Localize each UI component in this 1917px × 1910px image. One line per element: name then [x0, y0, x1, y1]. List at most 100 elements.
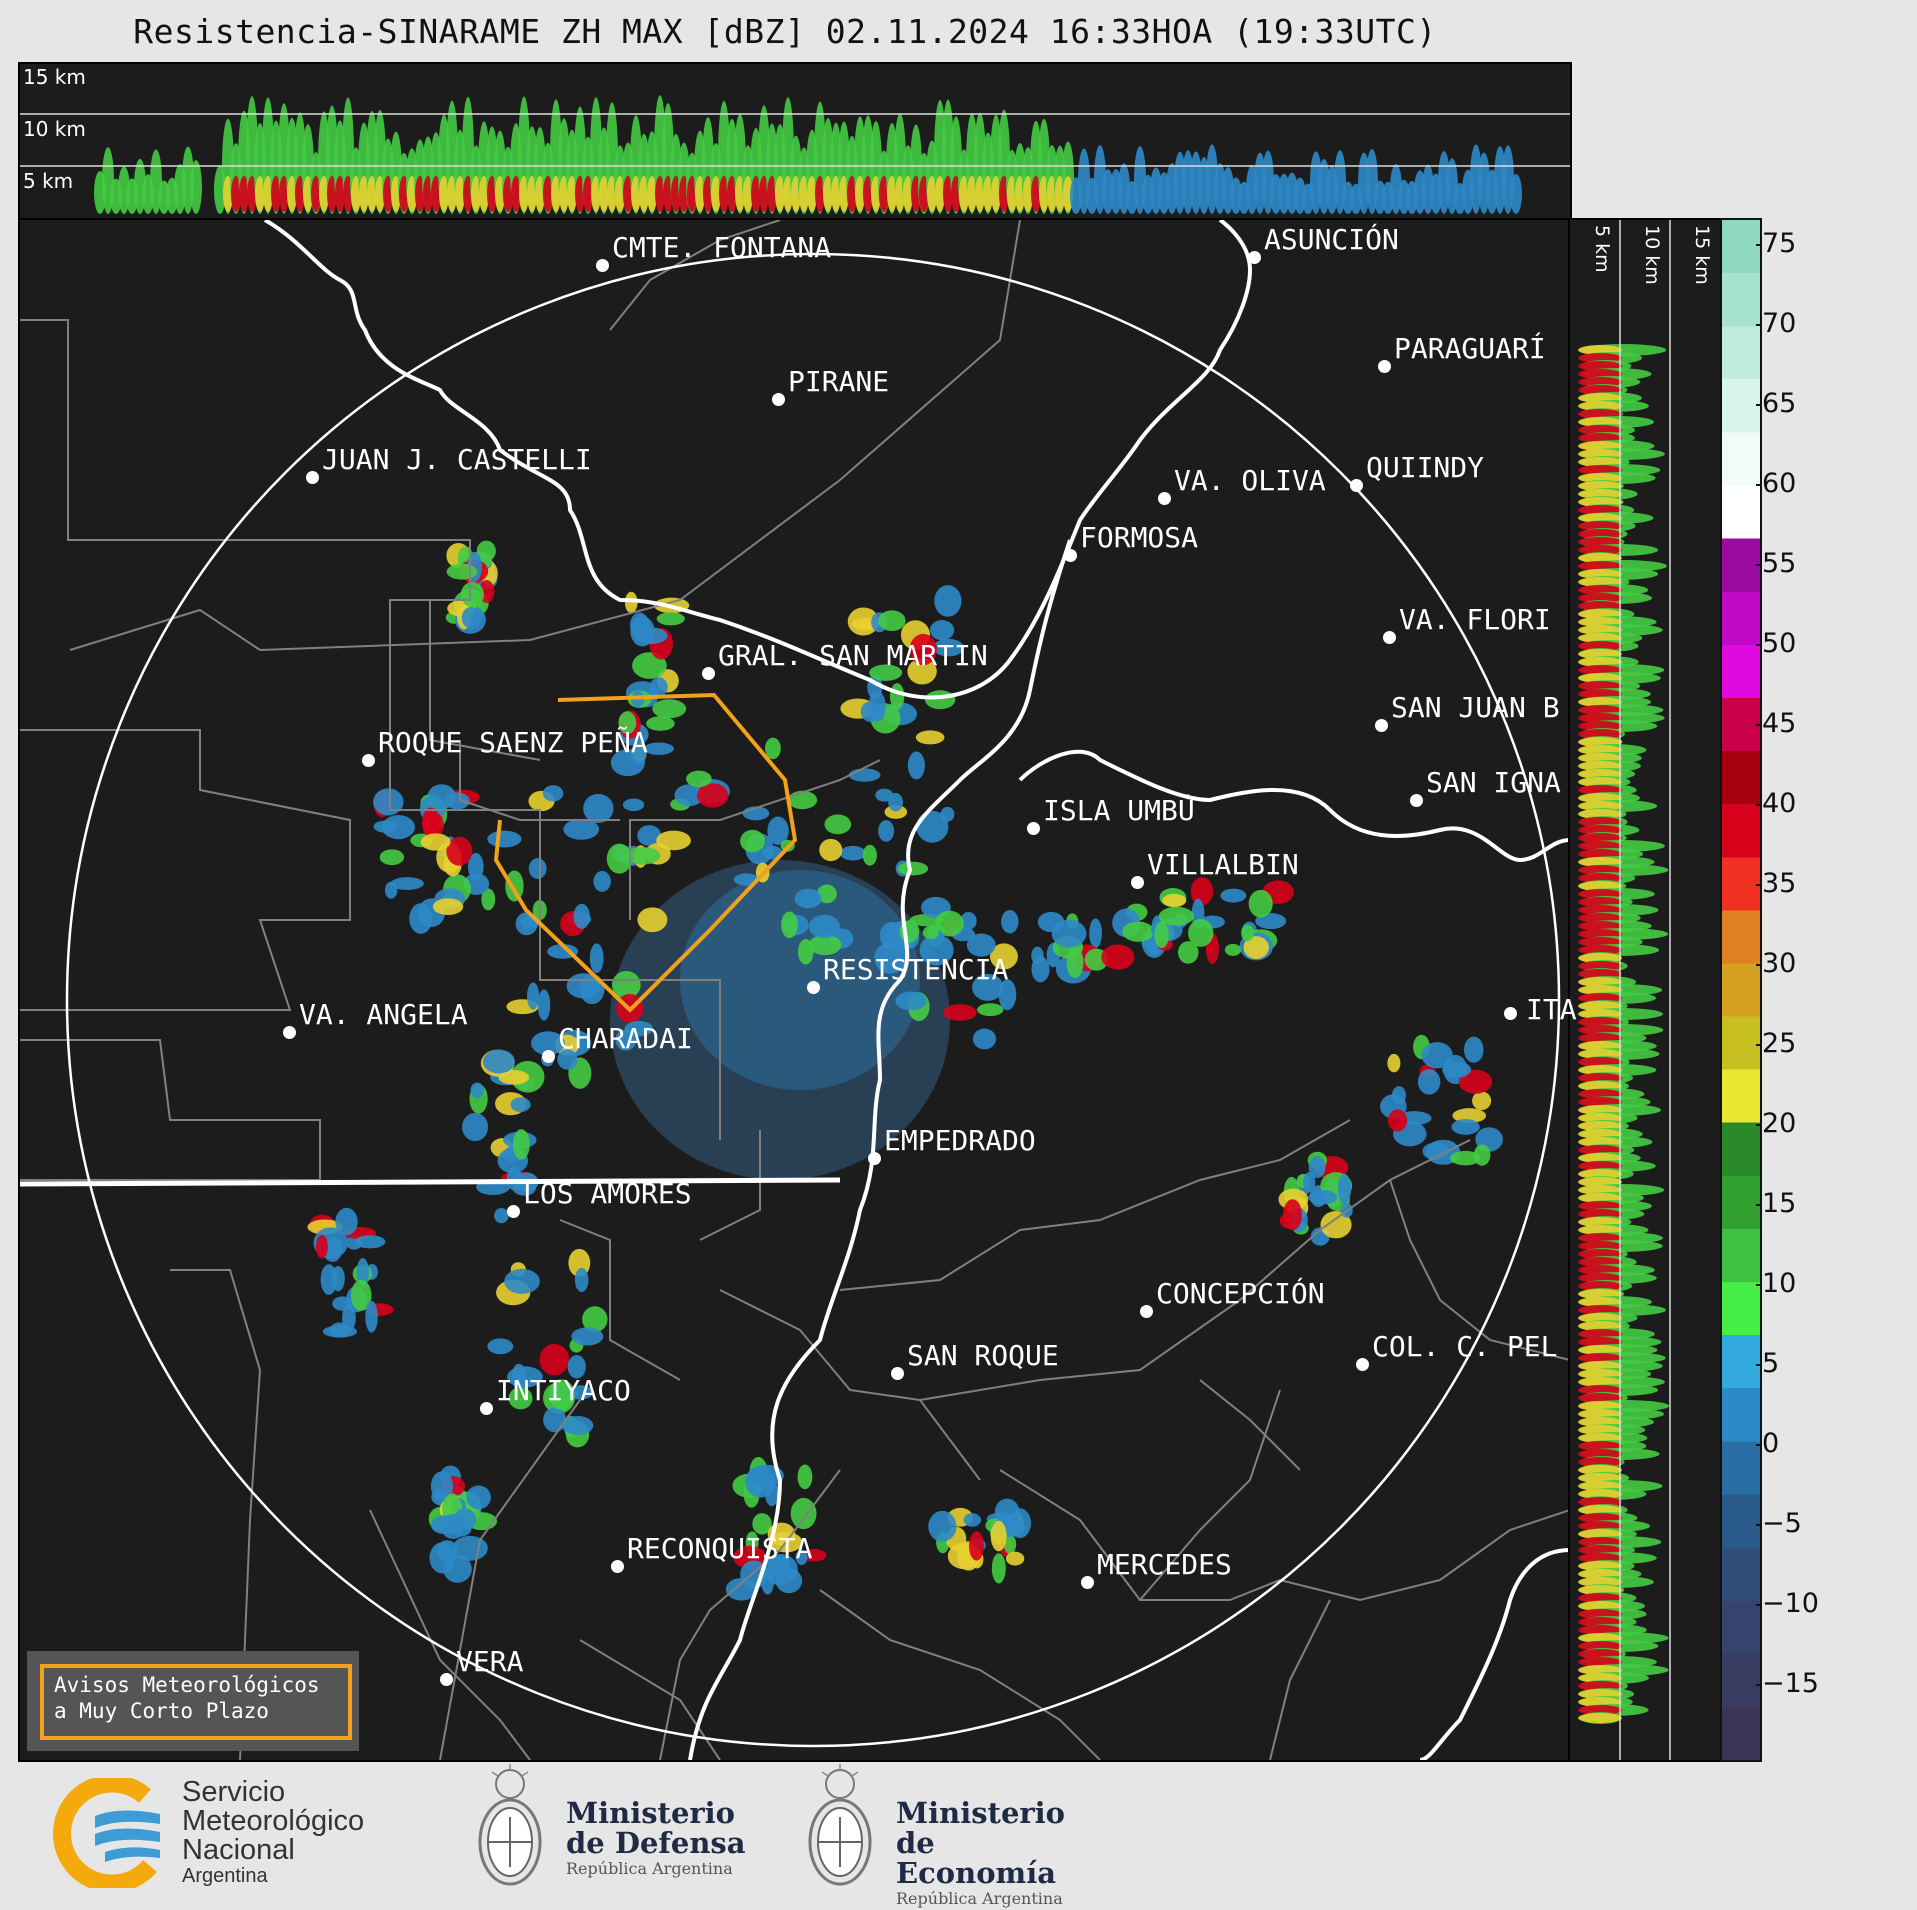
- admin-boundaries: [20, 220, 1570, 1760]
- smn-logo: Servicio Meteorológico Nacional Argentin…: [50, 1778, 410, 1888]
- city-label: LOS AMORES: [523, 1177, 692, 1210]
- city-label: ITA: [1526, 993, 1577, 1026]
- city-marker: [1131, 876, 1144, 889]
- city-marker: [440, 1673, 453, 1686]
- city-label: PARAGUARÍ: [1394, 332, 1546, 365]
- side-profile-echoes: [1578, 220, 1671, 1760]
- colorbar-tick-label: 75: [1755, 228, 1797, 259]
- defensa-line2: de Defensa: [566, 1826, 746, 1860]
- colorbar-tick-label: 25: [1755, 1028, 1797, 1059]
- city-marker: [1383, 631, 1396, 644]
- city-label: VA. ANGELA: [299, 998, 468, 1031]
- colorbar-tick-label: 0: [1755, 1428, 1780, 1459]
- colorbar-tick-label: 35: [1755, 868, 1797, 899]
- defensa-line1: Ministerio: [566, 1796, 736, 1830]
- top-label-5km: 5 km: [23, 169, 74, 193]
- city-label: FORMOSA: [1080, 521, 1199, 554]
- city-label: SAN IGNA: [1426, 766, 1561, 799]
- city-marker: [807, 981, 820, 994]
- city-marker: [702, 667, 715, 680]
- city-marker: [1064, 549, 1077, 562]
- city-label: VA. FLORI: [1399, 603, 1551, 636]
- city-label: INTIYACO: [496, 1374, 631, 1407]
- smn-line1: Servicio: [182, 1776, 286, 1808]
- colorbar-tick-label: −10: [1756, 1588, 1819, 1619]
- colorbar-tick-label: 45: [1755, 708, 1797, 739]
- colorbar-tick-label: 20: [1755, 1108, 1797, 1139]
- city-marker: [1375, 719, 1388, 732]
- city-marker: [1410, 794, 1423, 807]
- economia-line1: Ministerio: [896, 1796, 1066, 1830]
- city-marker: [283, 1026, 296, 1039]
- city-label: CHARADAI: [558, 1022, 693, 1055]
- city-label: CONCEPCIÓN: [1156, 1277, 1325, 1310]
- warning-legend-line1: Avisos Meteorológicos: [54, 1673, 320, 1697]
- colorbar-tick-label: 70: [1755, 308, 1797, 339]
- colorbar-tick-label: 65: [1755, 388, 1797, 419]
- economia-line2: de Economía: [896, 1826, 1057, 1890]
- city-marker: [362, 754, 375, 767]
- side-label-10km: 10 km: [1641, 225, 1663, 285]
- city-marker: [1248, 251, 1261, 264]
- city-marker: [1378, 360, 1391, 373]
- city-marker: [507, 1205, 520, 1218]
- colorbar-tick-label: −5: [1756, 1508, 1802, 1539]
- radar-map[interactable]: [18, 218, 1572, 1762]
- city-marker: [596, 259, 609, 272]
- side-label-5km: 5 km: [1591, 225, 1613, 273]
- city-label: MERCEDES: [1097, 1548, 1232, 1581]
- city-label: SAN JUAN B: [1391, 691, 1560, 724]
- warning-legend-line2: a Muy Corto Plazo: [54, 1699, 269, 1723]
- city-marker: [306, 471, 319, 484]
- warning-legend-inner: Avisos Meteorológicos a Muy Corto Plazo: [40, 1664, 352, 1740]
- city-label: RESISTENCIA: [823, 953, 1009, 986]
- city-marker: [891, 1367, 904, 1380]
- city-marker: [1140, 1305, 1153, 1318]
- city-marker: [1350, 479, 1363, 492]
- smn-line2: Meteorológico: [182, 1805, 365, 1837]
- city-label: VILLALBIN: [1147, 848, 1299, 881]
- map-title: Resistencia-SINARAME ZH MAX [dBZ] 02.11.…: [133, 12, 1437, 51]
- top-vertical-profile: 15 km 10 km 5 km: [18, 62, 1572, 222]
- defensa-logo: Ministerio de Defensa República Argentin…: [470, 1762, 750, 1902]
- colorbar-tick-label: 30: [1755, 948, 1797, 979]
- colorbar-tick-label: 50: [1755, 628, 1797, 659]
- city-label: SAN ROQUE: [907, 1339, 1059, 1372]
- city-label: JUAN J. CASTELLI: [322, 443, 592, 476]
- smn-line4: Argentina: [182, 1865, 268, 1887]
- range-ring: [65, 252, 1561, 1748]
- colorbar-tick-label: 15: [1755, 1188, 1797, 1219]
- radar-echoes: [307, 540, 1503, 1601]
- city-label: VERA: [456, 1645, 524, 1678]
- colorbar-tick-label: 5: [1755, 1348, 1780, 1379]
- economia-coat-of-arms-icon: [808, 1764, 872, 1886]
- rivers-and-borders: [20, 220, 1570, 1760]
- city-label: PIRANE: [788, 365, 890, 398]
- city-label: COL. C. PEL: [1372, 1330, 1558, 1363]
- city-label: ASUNCIÓN: [1264, 223, 1399, 256]
- city-marker: [1027, 822, 1040, 835]
- colorbar-tick-label: 10: [1755, 1268, 1797, 1299]
- city-marker: [772, 393, 785, 406]
- city-marker: [1081, 1576, 1094, 1589]
- city-label: CMTE. FONTANA: [612, 231, 832, 264]
- map-layers: [20, 220, 1570, 1760]
- city-marker: [868, 1152, 881, 1165]
- colorbar-tick-label: 55: [1755, 548, 1797, 579]
- city-label: EMPEDRADO: [884, 1124, 1036, 1157]
- colorbar-gradient: [1722, 220, 1760, 1760]
- city-label: VA. OLIVA: [1174, 464, 1326, 497]
- city-marker: [480, 1402, 493, 1415]
- top-label-10km: 10 km: [23, 117, 86, 141]
- city-label: RECONQUISTA: [627, 1532, 813, 1565]
- colorbar-tick-label: 60: [1755, 468, 1797, 499]
- defensa-line3: República Argentina: [566, 1859, 733, 1878]
- city-label: GRAL. SAN MARTIN: [718, 639, 988, 672]
- colorbar-tick-label: −15: [1756, 1668, 1819, 1699]
- colorbar-tick-label: 40: [1755, 788, 1797, 819]
- side-label-15km: 15 km: [1691, 225, 1713, 285]
- smn-emblem-icon: [52, 1778, 160, 1888]
- economia-line3: República Argentina: [896, 1889, 1063, 1908]
- warning-legend-box: Avisos Meteorológicos a Muy Corto Plazo: [27, 1651, 359, 1751]
- warning-polygon: [493, 692, 798, 1013]
